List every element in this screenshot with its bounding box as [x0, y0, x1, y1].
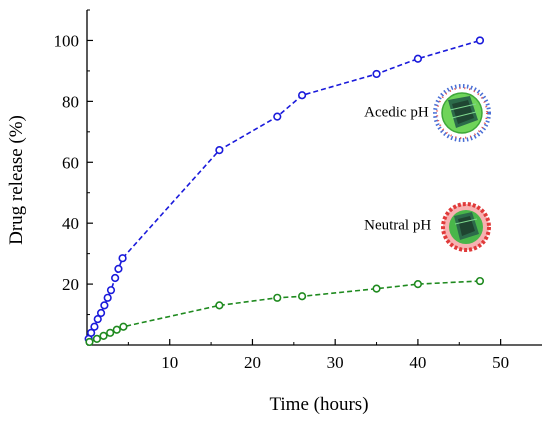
y-axis-title: Drug release (%) [6, 115, 27, 245]
data-point [106, 328, 115, 337]
annotation-label: Acedic pH [364, 105, 429, 121]
data-point [103, 293, 112, 302]
data-point [112, 325, 121, 334]
x-tick-label: 50 [492, 353, 509, 372]
axes: 10 20 30 40 50 20 40 60 80 100 [54, 9, 542, 372]
x-ticks: 10 20 30 40 50 [127, 339, 509, 372]
data-point [90, 322, 99, 331]
data-point [85, 337, 94, 347]
data-point [118, 254, 127, 263]
data-point [372, 69, 381, 79]
data-point [297, 292, 307, 301]
x-tick-label: 40 [409, 353, 426, 372]
y-tick-label: 20 [62, 275, 79, 294]
data-point [96, 308, 106, 318]
data-point [273, 293, 282, 302]
annotation-label: Neutral pH [364, 217, 431, 233]
data-point [106, 286, 116, 295]
data-point [215, 145, 224, 155]
data-point [99, 331, 108, 340]
data-point [413, 54, 423, 63]
data-point [119, 322, 128, 331]
data-point [475, 276, 485, 286]
data-point [114, 264, 123, 273]
data-point [87, 328, 96, 337]
y-tick-label: 80 [62, 92, 79, 111]
data-point [93, 315, 102, 324]
data-point [273, 112, 282, 121]
neutral-nanoparticle-icon [441, 202, 491, 252]
y-ticks: 20 40 60 80 100 [54, 9, 93, 316]
data-point [100, 301, 109, 310]
data-point [475, 36, 485, 45]
series-layer [84, 36, 485, 347]
x-tick-label: 30 [327, 353, 344, 372]
x-tick-label: 10 [161, 353, 178, 372]
data-point [215, 301, 224, 310]
acidic-nanoparticle-icon [433, 84, 491, 142]
data-point [111, 273, 120, 283]
annotations: Acedic pH Neutral pH [364, 105, 431, 234]
series-line [87, 39, 481, 340]
data-point [372, 284, 381, 293]
y-tick-label: 100 [54, 31, 80, 50]
series-line [89, 280, 481, 343]
y-tick-label: 60 [62, 153, 79, 172]
series-0 [84, 36, 485, 344]
series-1 [85, 276, 485, 347]
data-point [297, 91, 307, 100]
y-tick-label: 40 [62, 214, 79, 233]
x-tick-label: 20 [244, 353, 261, 372]
x-axis-title: Time (hours) [269, 394, 368, 415]
data-point [413, 279, 423, 289]
data-point [92, 334, 102, 344]
